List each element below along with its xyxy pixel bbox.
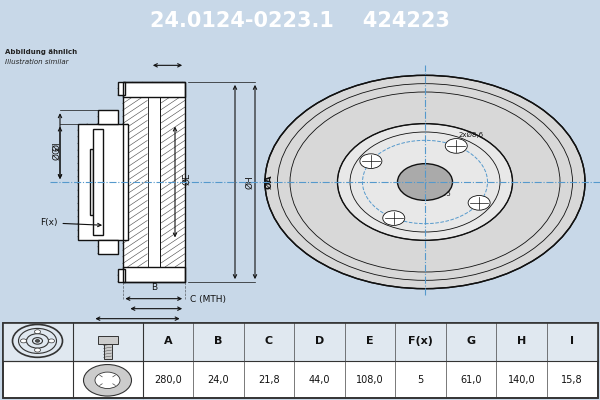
Text: ØG: ØG <box>53 146 62 160</box>
Text: H: H <box>517 336 526 346</box>
Text: 21,8: 21,8 <box>258 375 280 385</box>
Bar <box>122 82 185 282</box>
Text: 15,8: 15,8 <box>562 375 583 385</box>
Text: D: D <box>136 325 142 334</box>
Text: ØH: ØH <box>245 175 254 189</box>
Circle shape <box>360 154 382 168</box>
Text: 61,0: 61,0 <box>460 375 482 385</box>
Bar <box>97 240 118 254</box>
Circle shape <box>445 138 467 153</box>
Circle shape <box>49 339 55 343</box>
Text: 5: 5 <box>418 375 424 385</box>
Bar <box>118 82 125 95</box>
Bar <box>2 323 598 361</box>
Bar <box>160 97 185 267</box>
Text: G: G <box>467 336 476 346</box>
Text: E: E <box>366 336 374 346</box>
Text: 44,0: 44,0 <box>308 375 330 385</box>
Bar <box>122 97 148 267</box>
Text: F(x): F(x) <box>408 336 433 346</box>
Text: 280,0: 280,0 <box>154 375 182 385</box>
Text: B: B <box>151 283 157 292</box>
Bar <box>90 149 92 215</box>
Bar <box>122 82 185 97</box>
Bar <box>122 267 185 282</box>
Text: 108,0: 108,0 <box>356 375 384 385</box>
Text: Abbildung ähnlich: Abbildung ähnlich <box>5 49 77 55</box>
Bar <box>77 124 128 240</box>
Text: C: C <box>265 336 273 346</box>
Text: Ø105: Ø105 <box>433 191 451 197</box>
Text: ØA: ØA <box>265 175 274 189</box>
Text: 24.0124-0223.1    424223: 24.0124-0223.1 424223 <box>150 11 450 31</box>
Circle shape <box>35 340 40 342</box>
Circle shape <box>83 364 131 396</box>
Text: D: D <box>315 336 324 346</box>
Text: 24,0: 24,0 <box>208 375 229 385</box>
Bar <box>97 336 118 344</box>
Text: ØI: ØI <box>53 141 62 151</box>
Bar <box>92 129 103 235</box>
Bar <box>104 344 112 359</box>
Text: F(x): F(x) <box>40 218 101 227</box>
Bar <box>97 110 118 124</box>
Circle shape <box>398 164 452 200</box>
Text: C (MTH): C (MTH) <box>190 295 226 304</box>
Circle shape <box>337 124 512 240</box>
Circle shape <box>20 339 26 343</box>
Bar <box>148 97 160 267</box>
Text: B: B <box>214 336 223 346</box>
Text: I: I <box>570 336 574 346</box>
Circle shape <box>383 211 405 226</box>
Text: ØE: ØE <box>182 172 191 185</box>
Bar <box>118 269 125 282</box>
Text: A: A <box>163 336 172 346</box>
Text: 2xØ8,6: 2xØ8,6 <box>459 132 484 138</box>
Text: 140,0: 140,0 <box>508 375 535 385</box>
Circle shape <box>265 75 585 289</box>
Circle shape <box>35 330 41 334</box>
Circle shape <box>34 348 40 352</box>
Text: Illustration similar: Illustration similar <box>5 59 68 65</box>
Circle shape <box>95 372 120 388</box>
Circle shape <box>468 196 490 210</box>
